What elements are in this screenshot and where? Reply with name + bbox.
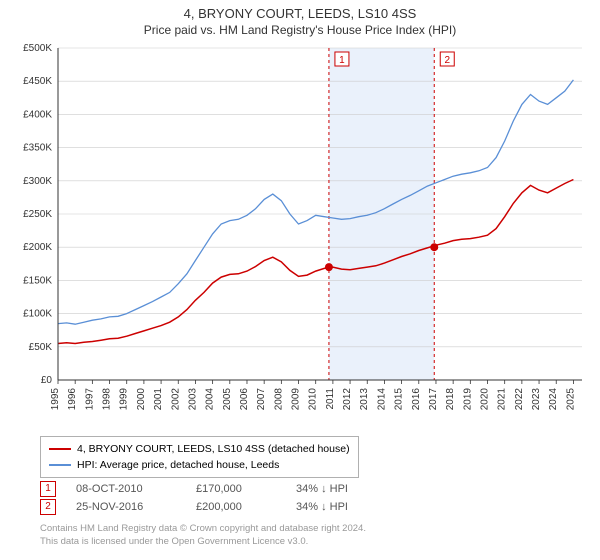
svg-text:2015: 2015 [394, 388, 405, 411]
chart-subtitle: Price paid vs. HM Land Registry's House … [0, 23, 600, 37]
svg-text:2004: 2004 [205, 388, 216, 411]
legend-item: HPI: Average price, detached house, Leed… [49, 457, 350, 473]
marker-table-row: 2 25-NOV-2016 £200,000 34% ↓ HPI [40, 498, 396, 516]
svg-text:£500K: £500K [23, 43, 52, 54]
svg-text:£350K: £350K [23, 143, 52, 154]
svg-text:2005: 2005 [222, 388, 233, 411]
svg-text:1995: 1995 [50, 388, 61, 411]
svg-text:2007: 2007 [256, 388, 267, 411]
svg-text:£200K: £200K [23, 242, 52, 253]
svg-text:1999: 1999 [119, 388, 130, 411]
svg-text:£300K: £300K [23, 176, 52, 187]
svg-text:2016: 2016 [411, 388, 422, 411]
legend-swatch [49, 448, 71, 450]
svg-text:2012: 2012 [342, 388, 353, 411]
svg-text:2013: 2013 [359, 388, 370, 411]
legend-label: 4, BRYONY COURT, LEEDS, LS10 4SS (detach… [77, 441, 350, 457]
svg-text:1996: 1996 [67, 388, 78, 411]
svg-text:£100K: £100K [23, 309, 52, 320]
marker-number: 1 [45, 480, 51, 498]
svg-text:2: 2 [444, 55, 450, 66]
svg-text:2023: 2023 [531, 388, 542, 411]
svg-text:2003: 2003 [187, 388, 198, 411]
legend-item: 4, BRYONY COURT, LEEDS, LS10 4SS (detach… [49, 441, 350, 457]
marker-hpi: 34% ↓ HPI [296, 480, 396, 498]
svg-text:2017: 2017 [428, 388, 439, 411]
legend: 4, BRYONY COURT, LEEDS, LS10 4SS (detach… [40, 436, 359, 478]
svg-text:1997: 1997 [84, 388, 95, 411]
line-chart-svg: £0 £50K £100K £150K £200K £250K £300K £350K £400… [10, 40, 590, 430]
marker-price: £170,000 [196, 480, 276, 498]
legend-swatch [49, 464, 71, 466]
marker-number-box: 1 [40, 481, 56, 497]
marker-number-box: 2 [40, 499, 56, 515]
marker-table: 1 08-OCT-2010 £170,000 34% ↓ HPI 2 25-NO… [40, 480, 396, 516]
marker-date: 08-OCT-2010 [76, 480, 176, 498]
marker-price: £200,000 [196, 498, 276, 516]
attribution: Contains HM Land Registry data © Crown c… [40, 522, 366, 548]
svg-text:2006: 2006 [239, 388, 250, 411]
svg-text:2020: 2020 [480, 388, 491, 411]
svg-text:2010: 2010 [308, 388, 319, 411]
svg-text:1: 1 [339, 55, 345, 66]
legend-label: HPI: Average price, detached house, Leed… [77, 457, 279, 473]
svg-text:£450K: £450K [23, 76, 52, 87]
svg-text:£0: £0 [41, 375, 53, 386]
svg-text:2008: 2008 [273, 388, 284, 411]
svg-text:2009: 2009 [291, 388, 302, 411]
marker-number: 2 [45, 498, 51, 516]
chart-title: 4, BRYONY COURT, LEEDS, LS10 4SS [0, 0, 600, 21]
svg-text:£150K: £150K [23, 275, 52, 286]
marker-hpi: 34% ↓ HPI [296, 498, 396, 516]
svg-text:2025: 2025 [565, 388, 576, 411]
svg-text:£250K: £250K [23, 209, 52, 220]
svg-text:2022: 2022 [514, 388, 525, 411]
svg-text:2024: 2024 [548, 388, 559, 411]
chart-area: £0 £50K £100K £150K £200K £250K £300K £350K £400… [10, 40, 590, 430]
attribution-line: This data is licensed under the Open Gov… [40, 535, 366, 548]
marker-table-row: 1 08-OCT-2010 £170,000 34% ↓ HPI [40, 480, 396, 498]
svg-text:2014: 2014 [376, 388, 387, 411]
chart-container: 4, BRYONY COURT, LEEDS, LS10 4SS Price p… [0, 0, 600, 560]
marker-date: 25-NOV-2016 [76, 498, 176, 516]
svg-text:2011: 2011 [325, 388, 336, 410]
svg-text:1998: 1998 [102, 388, 113, 411]
svg-text:2000: 2000 [136, 388, 147, 411]
svg-text:2002: 2002 [170, 388, 181, 411]
svg-text:£400K: £400K [23, 109, 52, 120]
attribution-line: Contains HM Land Registry data © Crown c… [40, 522, 366, 535]
svg-text:£50K: £50K [29, 342, 53, 353]
svg-text:2018: 2018 [445, 388, 456, 411]
svg-text:2021: 2021 [497, 388, 508, 411]
svg-text:2019: 2019 [462, 388, 473, 411]
svg-text:2001: 2001 [153, 388, 164, 411]
